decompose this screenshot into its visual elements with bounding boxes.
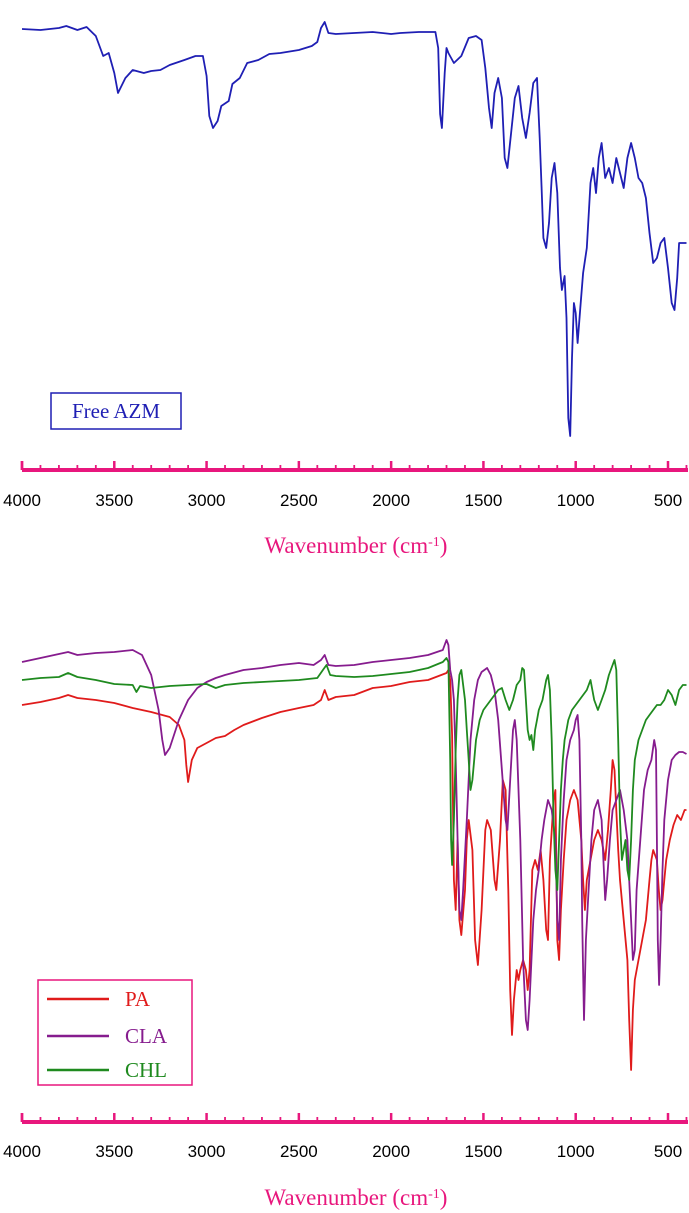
x-axis-title-close: )	[440, 533, 448, 558]
x-tick-label-500: 500	[654, 491, 682, 510]
x-tick-label-2000: 2000	[372, 1142, 410, 1161]
x-tick-label-2500: 2500	[280, 491, 318, 510]
x-tick-label-1500: 1500	[465, 491, 503, 510]
x-tick-label-1000: 1000	[557, 1142, 595, 1161]
x-axis-title-superscript: -1	[428, 1187, 440, 1202]
legend-label-chl: CHL	[125, 1058, 167, 1082]
series-line-cla	[21, 639, 687, 1031]
x-tick-label-1000: 1000	[557, 491, 595, 510]
x-tick-label-2500: 2500	[280, 1142, 318, 1161]
x-tick-label-3500: 3500	[95, 491, 133, 510]
x-tick-label-4000: 4000	[3, 491, 41, 510]
legend: Free AZM	[50, 392, 182, 430]
x-tick-labels: 4000 3500 3000 2500 2000 1500 1000 500	[3, 1142, 682, 1161]
x-axis-title: Wavenumber (cm-1)	[265, 533, 448, 558]
x-axis-title-main: Wavenumber (cm	[265, 1185, 429, 1210]
x-tick-label-3000: 3000	[188, 491, 226, 510]
x-axis	[20, 1113, 688, 1124]
x-tick-label-4000: 4000	[3, 1142, 41, 1161]
x-axis-title: Wavenumber (cm-1)	[265, 1185, 448, 1210]
x-tick-label-3000: 3000	[188, 1142, 226, 1161]
x-tick-label-1500: 1500	[465, 1142, 503, 1161]
panel-free-azm: Free AZM 4000 3500 3000 2500 2000 1500 1000 500…	[3, 21, 688, 558]
x-axis-title-close: )	[440, 1185, 448, 1210]
x-tick-labels: 4000 3500 3000 2500 2000 1500 1000 500	[3, 491, 682, 510]
legend-label-pa: PA	[125, 987, 151, 1011]
panel-pa-cla-chl: PA CLA CHL 4000 3500 3000 2500 2000 1500 1000 5…	[3, 639, 688, 1210]
x-tick-label-500: 500	[654, 1142, 682, 1161]
legend-box	[50, 392, 182, 430]
legend-box	[37, 979, 193, 1086]
series-line-chl	[21, 657, 687, 891]
x-axis-title-superscript: -1	[428, 535, 440, 550]
plot-area	[21, 21, 687, 437]
plot-area	[21, 639, 687, 1071]
series-line-pa	[21, 669, 687, 1071]
legend: PA CLA CHL	[37, 979, 193, 1086]
legend-label-cla: CLA	[125, 1024, 168, 1048]
series-line-free-azm	[21, 21, 687, 437]
x-tick-label-3500: 3500	[95, 1142, 133, 1161]
legend-label-free-azm: Free AZM	[72, 399, 160, 423]
x-axis-title-main: Wavenumber (cm	[265, 533, 429, 558]
x-axis	[20, 461, 688, 472]
x-tick-label-2000: 2000	[372, 491, 410, 510]
